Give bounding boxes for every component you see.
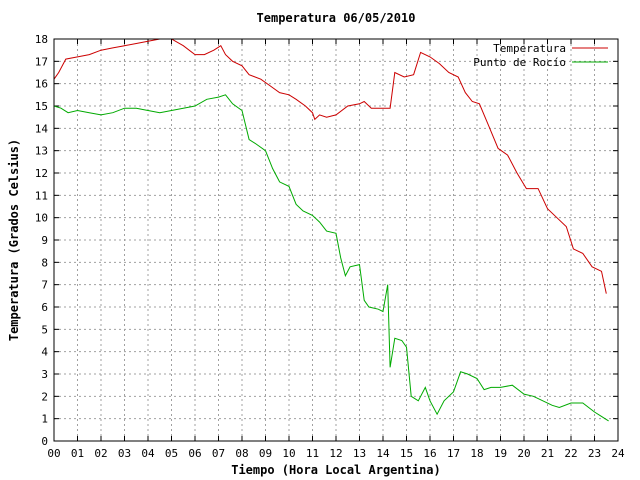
x-tick-label: 10 [282,447,295,460]
x-tick-label: 04 [141,447,155,460]
x-tick-label: 05 [165,447,178,460]
y-tick-label: 16 [35,78,48,91]
x-tick-label: 24 [611,447,625,460]
x-tick-label: 15 [400,447,413,460]
y-axis-label: Temperatura (Grados Celsius) [7,139,21,341]
y-tick-label: 17 [35,55,48,68]
x-tick-label: 03 [118,447,131,460]
x-tick-label: 13 [353,447,366,460]
y-tick-label: 3 [41,368,48,381]
y-tick-label: 18 [35,33,48,46]
y-tick-label: 1 [41,413,48,426]
grid-layer [54,39,618,441]
x-tick-label: 17 [447,447,460,460]
y-tick-label: 2 [41,390,48,403]
y-tick-label: 5 [41,323,48,336]
x-tick-label: 02 [94,447,107,460]
y-tick-label: 12 [35,167,48,180]
x-tick-label: 11 [306,447,319,460]
x-tick-label: 08 [235,447,248,460]
y-tick-label: 4 [41,346,48,359]
y-tick-label: 15 [35,100,48,113]
chart-title: Temperatura 06/05/2010 [257,11,416,25]
y-tick-label: 9 [41,234,48,247]
series-layer [53,38,609,422]
x-tick-label: 06 [188,447,201,460]
y-tick-label: 7 [41,279,48,292]
x-tick-label: 07 [212,447,225,460]
series-line-temperatura [53,38,607,294]
x-tick-label: 20 [517,447,530,460]
x-tick-label: 09 [259,447,272,460]
y-tick-label: 8 [41,256,48,269]
y-tick-label: 10 [35,212,48,225]
x-tick-label: 21 [541,447,554,460]
x-tick-label: 01 [71,447,84,460]
legend: Temperatura Punto de Rocío [473,42,608,69]
x-tick-label: 14 [376,447,390,460]
y-tick-label: 11 [35,189,48,202]
x-tick-label: 12 [329,447,342,460]
x-tick-label: 18 [470,447,483,460]
series-line-punto-de-rocio [53,94,609,422]
y-tick-label: 6 [41,301,48,314]
legend-label-punto-de-rocio: Punto de Rocío [473,56,566,69]
y-tick-label: 13 [35,145,48,158]
x-tick-label: 23 [588,447,601,460]
x-axis-label: Tiempo (Hora Local Argentina) [231,463,441,477]
x-tick-label: 16 [423,447,436,460]
plot-frame [53,38,619,442]
x-tick-label: 00 [47,447,60,460]
y-tick-label: 14 [35,122,49,135]
ticks-layer: 00 01 02 03 04 05 06 07 08 09 10 11 12 13 14 15 16 17 18 19… [35,33,625,460]
legend-label-temperatura: Temperatura [493,42,566,55]
x-tick-label: 19 [494,447,507,460]
y-tick-label: 0 [41,435,48,448]
x-tick-label: 22 [564,447,577,460]
